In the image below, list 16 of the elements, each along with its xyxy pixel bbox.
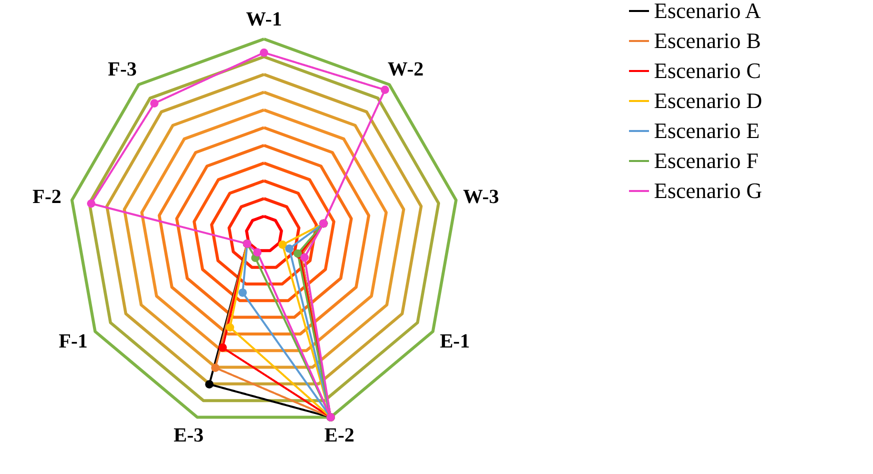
legend-label: Escenario G xyxy=(654,178,762,203)
spoke-label: F-1 xyxy=(58,330,88,352)
spoke-label: F-2 xyxy=(32,186,62,208)
spoke-label: W-2 xyxy=(388,58,424,81)
spoke-label: E-1 xyxy=(440,330,470,352)
spoke-label: W-1 xyxy=(246,8,282,30)
spoke-label: E-3 xyxy=(174,424,204,447)
legend-label: Escenario B xyxy=(654,28,761,53)
legend-label: Escenario E xyxy=(654,118,760,143)
spoke-label: W-3 xyxy=(463,186,499,208)
legend-label: Escenario C xyxy=(654,58,761,83)
legend-label: Escenario D xyxy=(654,88,762,113)
legend-label: Escenario F xyxy=(654,148,758,173)
legend-label: Escenario A xyxy=(654,0,762,23)
spoke-label: F-3 xyxy=(108,58,137,81)
spoke-label: E-2 xyxy=(324,424,354,447)
